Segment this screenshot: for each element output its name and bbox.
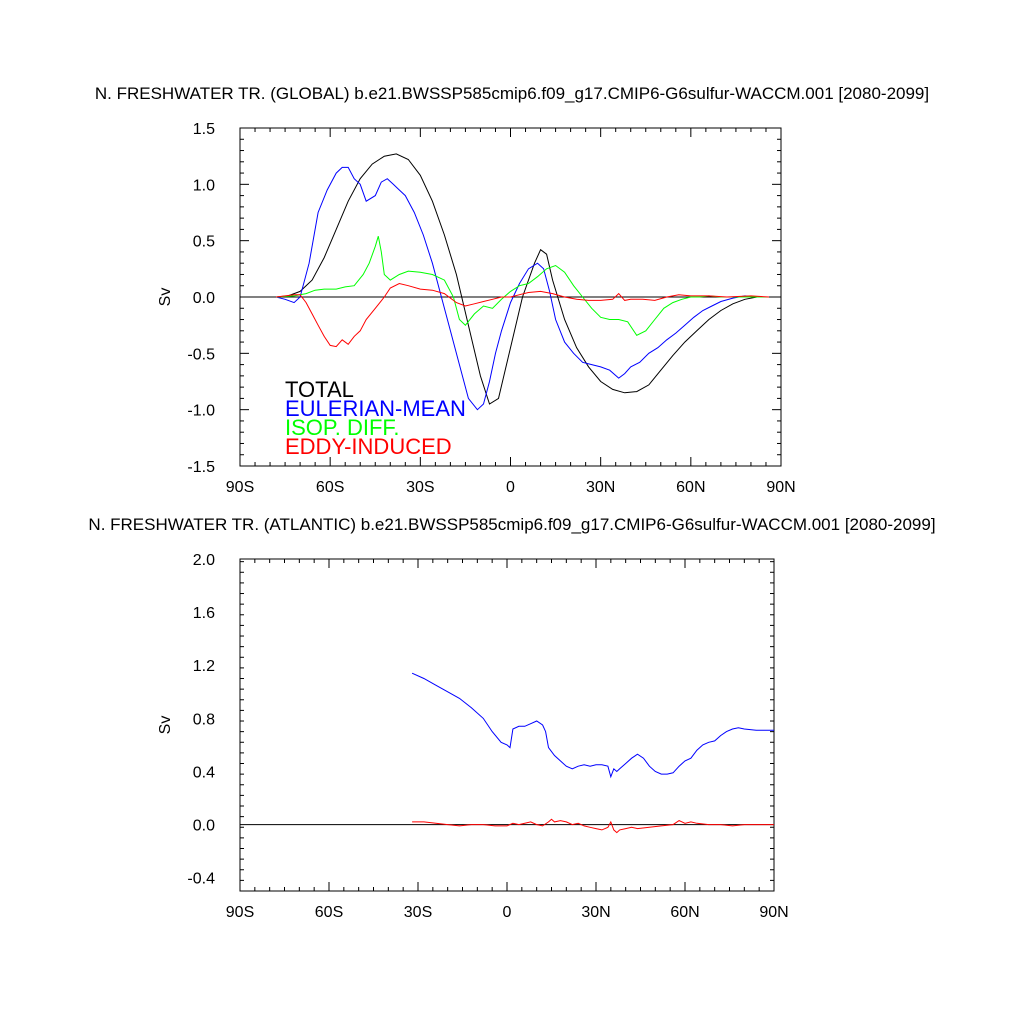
chart-title: N. FRESHWATER TR. (GLOBAL) b.e21.BWSSP58… — [95, 84, 929, 103]
chart-title: N. FRESHWATER TR. (ATLANTIC) b.e21.BWSSP… — [88, 515, 935, 534]
y-tick-label: 0.8 — [193, 711, 215, 728]
x-tick-label: 90S — [226, 904, 254, 921]
x-tick-label: 90S — [226, 479, 254, 496]
legend-entry: EDDY-INDUCED — [285, 434, 452, 459]
series-line-eddy-induced — [276, 282, 770, 348]
x-tick-label: 90N — [766, 479, 795, 496]
y-tick-label: 1.2 — [193, 658, 215, 675]
y-axis-label: Sv — [157, 288, 174, 307]
plot-frame — [239, 558, 775, 892]
series-line-series-1 — [412, 818, 774, 834]
y-tick-label: 0.4 — [193, 764, 215, 781]
x-tick-label: 60S — [316, 479, 344, 496]
y-tick-label: 1.0 — [193, 177, 215, 194]
chart-panel-0: N. FRESHWATER TR. (GLOBAL) b.e21.BWSSP58… — [95, 84, 929, 496]
y-tick-label: 0.0 — [193, 290, 215, 307]
y-axis-label: Sv — [157, 716, 174, 735]
y-tick-label: 0.0 — [193, 818, 215, 835]
y-tick-label: 0.5 — [193, 234, 215, 251]
y-tick-label: -0.5 — [187, 346, 215, 363]
x-tick-label: 30N — [581, 904, 610, 921]
x-tick-label: 0 — [506, 479, 515, 496]
x-tick-label: 60N — [670, 904, 699, 921]
y-tick-label: -1.5 — [187, 459, 215, 476]
x-tick-label: 30S — [404, 904, 432, 921]
legend-entry: ISOP. DIFF. — [285, 415, 400, 440]
x-tick-label: 30S — [406, 479, 434, 496]
y-tick-label: -1.0 — [187, 403, 215, 420]
legend-entry: EULERIAN-MEAN — [285, 396, 466, 421]
chart-panel-1: N. FRESHWATER TR. (ATLANTIC) b.e21.BWSSP… — [88, 515, 935, 921]
y-tick-label: 1.6 — [193, 605, 215, 622]
y-tick-label: 2.0 — [193, 552, 215, 569]
x-tick-label: 90N — [759, 904, 788, 921]
x-tick-label: 30N — [586, 479, 615, 496]
x-tick-label: 60S — [315, 904, 343, 921]
legend-entry: TOTAL — [285, 377, 354, 402]
y-tick-label: -0.4 — [187, 871, 215, 888]
series-line-eulerian-mean — [275, 166, 769, 411]
series-line-isop-diff — [276, 236, 769, 336]
series-line-series-0 — [411, 672, 774, 779]
series-line-total — [276, 153, 769, 405]
x-tick-label: 60N — [676, 479, 705, 496]
x-tick-label: 0 — [503, 904, 512, 921]
y-tick-label: 1.5 — [193, 121, 215, 138]
